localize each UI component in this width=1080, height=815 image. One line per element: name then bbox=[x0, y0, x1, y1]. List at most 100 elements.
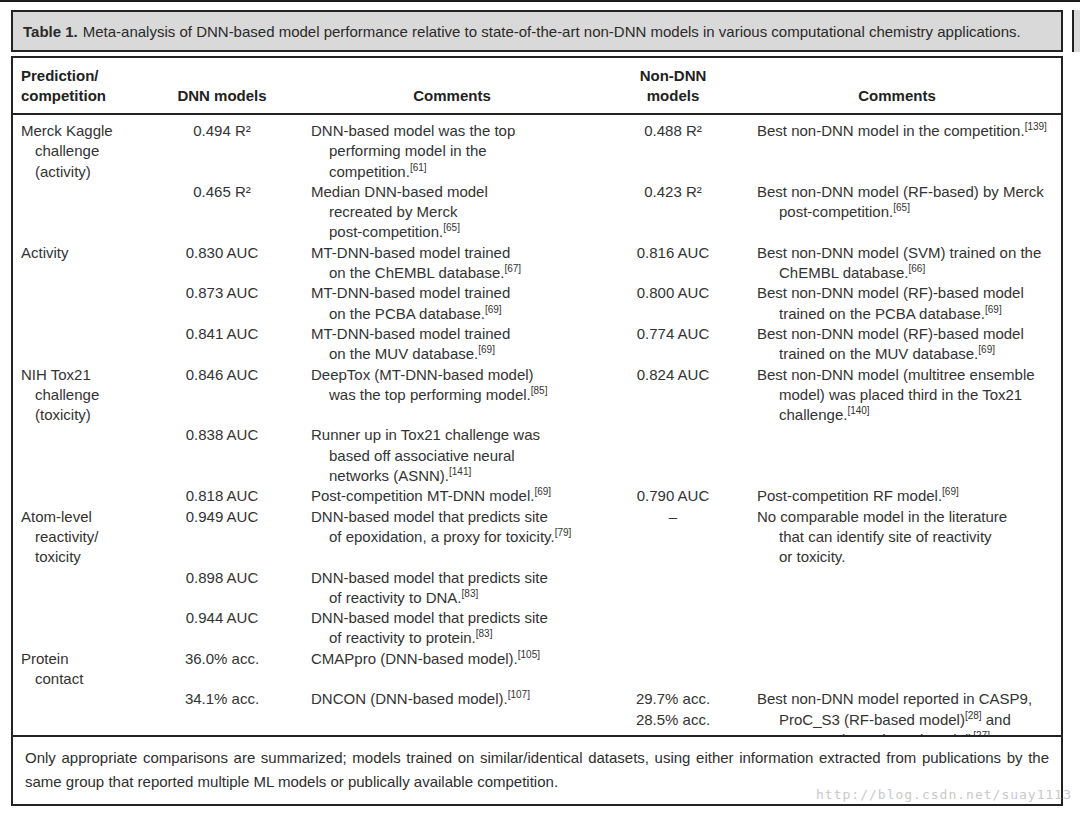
cell-line: CMAPpro (DNN-based model).[105] bbox=[311, 649, 583, 669]
table-caption-label: Table 1. bbox=[23, 23, 78, 40]
table-row: 0.873 AUCMT-DNN-based model trainedon th… bbox=[13, 283, 1061, 324]
row-cell-col3: Median DNN-based modelrecreated by Merck… bbox=[291, 182, 613, 243]
cell-line: 0.790 AUC bbox=[613, 486, 733, 506]
row-cell-col5 bbox=[733, 608, 1061, 649]
row-cell-col3: DNN-based model that predicts siteof epo… bbox=[291, 507, 613, 568]
cell-line: Best non-DNN model reported in CASP9, bbox=[757, 689, 1051, 709]
row-cell-col4 bbox=[613, 568, 733, 609]
row-cell-col4: 0.800 AUC bbox=[613, 283, 733, 324]
cell-line: 0.816 AUC bbox=[613, 243, 733, 263]
cell-line: contact bbox=[21, 669, 153, 689]
row-cell-col3: MT-DNN-based model trainedon the PCBA da… bbox=[291, 283, 613, 324]
row-cell-col5 bbox=[733, 568, 1061, 609]
row-cell-col4: 0.816 AUC bbox=[613, 243, 733, 284]
cell-line: 0.949 AUC bbox=[153, 507, 291, 527]
cell-line: – bbox=[613, 507, 733, 527]
row-cell-col1 bbox=[13, 283, 153, 324]
header-cell-col4: Non-DNNmodels bbox=[613, 66, 733, 106]
cell-line: 0.818 AUC bbox=[153, 486, 291, 506]
row-cell-col3: MT-DNN-based model trainedon the MUV dat… bbox=[291, 324, 613, 365]
row-cell-col2: 0.944 AUC bbox=[153, 608, 291, 649]
cell-line: on the PCBA database.[69] bbox=[311, 304, 583, 324]
row-cell-col4 bbox=[613, 649, 733, 690]
row-cell-col1 bbox=[13, 324, 153, 365]
watermark: http://blog.csdn.net/suay1113 bbox=[816, 787, 1072, 802]
row-cell-col3: Post-competition MT-DNN model.[69] bbox=[291, 486, 613, 506]
cell-line: challenge bbox=[21, 385, 153, 405]
cell-line: Best non-DNN model (RF)-based model bbox=[757, 324, 1051, 344]
row-cell-col5 bbox=[733, 425, 1061, 486]
cell-line: post-competition.[65] bbox=[311, 222, 583, 242]
cell-line: 34.1% acc. bbox=[153, 689, 291, 709]
row-cell-col2: 0.830 AUC bbox=[153, 243, 291, 284]
table-row: Proteincontact36.0% acc.CMAPpro (DNN-bas… bbox=[13, 649, 1061, 690]
header-cell-col2: DNN models bbox=[153, 86, 291, 106]
table-row: Atom-levelreactivity/toxicity0.949 AUCDN… bbox=[13, 507, 1061, 568]
meta-analysis-table: Prediction/competitionDNN modelsComments… bbox=[11, 56, 1063, 806]
row-cell-col3: DNN-based model that predicts siteof rea… bbox=[291, 608, 613, 649]
row-cell-col4: 29.7% acc.28.5% acc. bbox=[613, 689, 733, 735]
cell-line: recreated by Merck bbox=[311, 202, 583, 222]
cell-line: trained on the PCBA database.[69] bbox=[757, 304, 1051, 324]
cell-line: DNCON (DNN-based model).[107] bbox=[311, 689, 583, 709]
cell-line: (toxicity) bbox=[21, 405, 153, 425]
cell-line: Comments bbox=[291, 86, 613, 106]
cell-line: of reactivity to protein.[83] bbox=[311, 628, 583, 648]
row-cell-col4 bbox=[613, 425, 733, 486]
cell-line: was the top performing model.[85] bbox=[311, 385, 583, 405]
row-cell-col1 bbox=[13, 425, 153, 486]
table-row: Activity0.830 AUCMT-DNN-based model trai… bbox=[13, 243, 1061, 284]
row-cell-col2: 0.949 AUC bbox=[153, 507, 291, 568]
row-cell-col1 bbox=[13, 608, 153, 649]
row-cell-col4: 0.774 AUC bbox=[613, 324, 733, 365]
row-cell-col5: Best non-DNN model (RF)-based modeltrain… bbox=[733, 324, 1061, 365]
cell-line: trained on the MUV database.[69] bbox=[757, 344, 1051, 364]
row-cell-col4 bbox=[613, 608, 733, 649]
cell-line: 28.5% acc. bbox=[613, 710, 733, 730]
row-cell-col3: MT-DNN-based model trainedon the ChEMBL … bbox=[291, 243, 613, 284]
row-cell-col2: 0.873 AUC bbox=[153, 283, 291, 324]
cell-line: based off associative neural bbox=[311, 446, 583, 466]
table-caption-text: Meta-analysis of DNN-based model perform… bbox=[83, 23, 1021, 40]
cell-line: 0.800 AUC bbox=[613, 283, 733, 303]
cell-line: challenge.[140] bbox=[757, 405, 1051, 425]
cell-line: DNN-based model that predicts site bbox=[311, 568, 583, 588]
header-cell-col5: Comments bbox=[733, 86, 1061, 106]
cell-line: DeepTox (MT-DNN-based model) bbox=[311, 365, 583, 385]
cell-line: 0.830 AUC bbox=[153, 243, 291, 263]
table-row: 0.465 R²Median DNN-based modelrecreated … bbox=[13, 182, 1061, 243]
table-row: 34.1% acc. DNCON (DNN-based model).[107] 2… bbox=[13, 689, 1061, 735]
row-cell-col4: 0.824 AUC bbox=[613, 365, 733, 426]
row-cell-col5: Best non-DNN model (SVM) trained on theC… bbox=[733, 243, 1061, 284]
row-cell-col2: 0.841 AUC bbox=[153, 324, 291, 365]
cell-line: DNN-based model that predicts site bbox=[311, 608, 583, 628]
row-cell-col1 bbox=[13, 486, 153, 506]
cell-line: DNN-based model that predicts site bbox=[311, 507, 583, 527]
row-cell-col2: 34.1% acc. bbox=[153, 689, 291, 735]
row-cell-col1: Proteincontact bbox=[13, 649, 153, 690]
cell-line: 0.494 R² bbox=[153, 121, 291, 141]
cell-line: 0.488 R² bbox=[613, 121, 733, 141]
cell-line: Protein bbox=[21, 649, 153, 669]
row-cell-col5: Best non-DNN model (multitree ensemblemo… bbox=[733, 365, 1061, 426]
row-cell-col3: DNN-based model that predicts siteof rea… bbox=[291, 568, 613, 609]
table-row: Merck Kagglechallenge(activity)0.494 R²D… bbox=[13, 121, 1061, 182]
header-cell-col3: Comments bbox=[291, 86, 613, 106]
cell-line: 0.846 AUC bbox=[153, 365, 291, 385]
cell-line: Non-DNN bbox=[613, 66, 733, 86]
cell-line: Best non-DNN model (RF)-based model bbox=[757, 283, 1051, 303]
row-cell-col4: 0.423 R² bbox=[613, 182, 733, 243]
cell-line: Atom-level bbox=[21, 507, 153, 527]
row-cell-col5: No comparable model in the literaturetha… bbox=[733, 507, 1061, 568]
row-cell-col1: NIH Tox21challenge(toxicity) bbox=[13, 365, 153, 426]
cell-line: networks (ASNN).[141] bbox=[311, 466, 583, 486]
cell-line: Best non-DNN model (RF-based) by Merck bbox=[757, 182, 1051, 202]
cell-line: (activity) bbox=[21, 162, 153, 182]
row-cell-col1: Merck Kagglechallenge(activity) bbox=[13, 121, 153, 182]
cell-line: Best non-DNN model (multitree ensemble bbox=[757, 365, 1051, 385]
table-row: 0.898 AUCDNN-based model that predicts s… bbox=[13, 568, 1061, 609]
row-cell-col3: DeepTox (MT-DNN-based model)was the top … bbox=[291, 365, 613, 426]
row-cell-col1 bbox=[13, 182, 153, 243]
cell-line: Post-competition RF model.[69] bbox=[757, 486, 1051, 506]
row-cell-col2: 0.846 AUC bbox=[153, 365, 291, 426]
